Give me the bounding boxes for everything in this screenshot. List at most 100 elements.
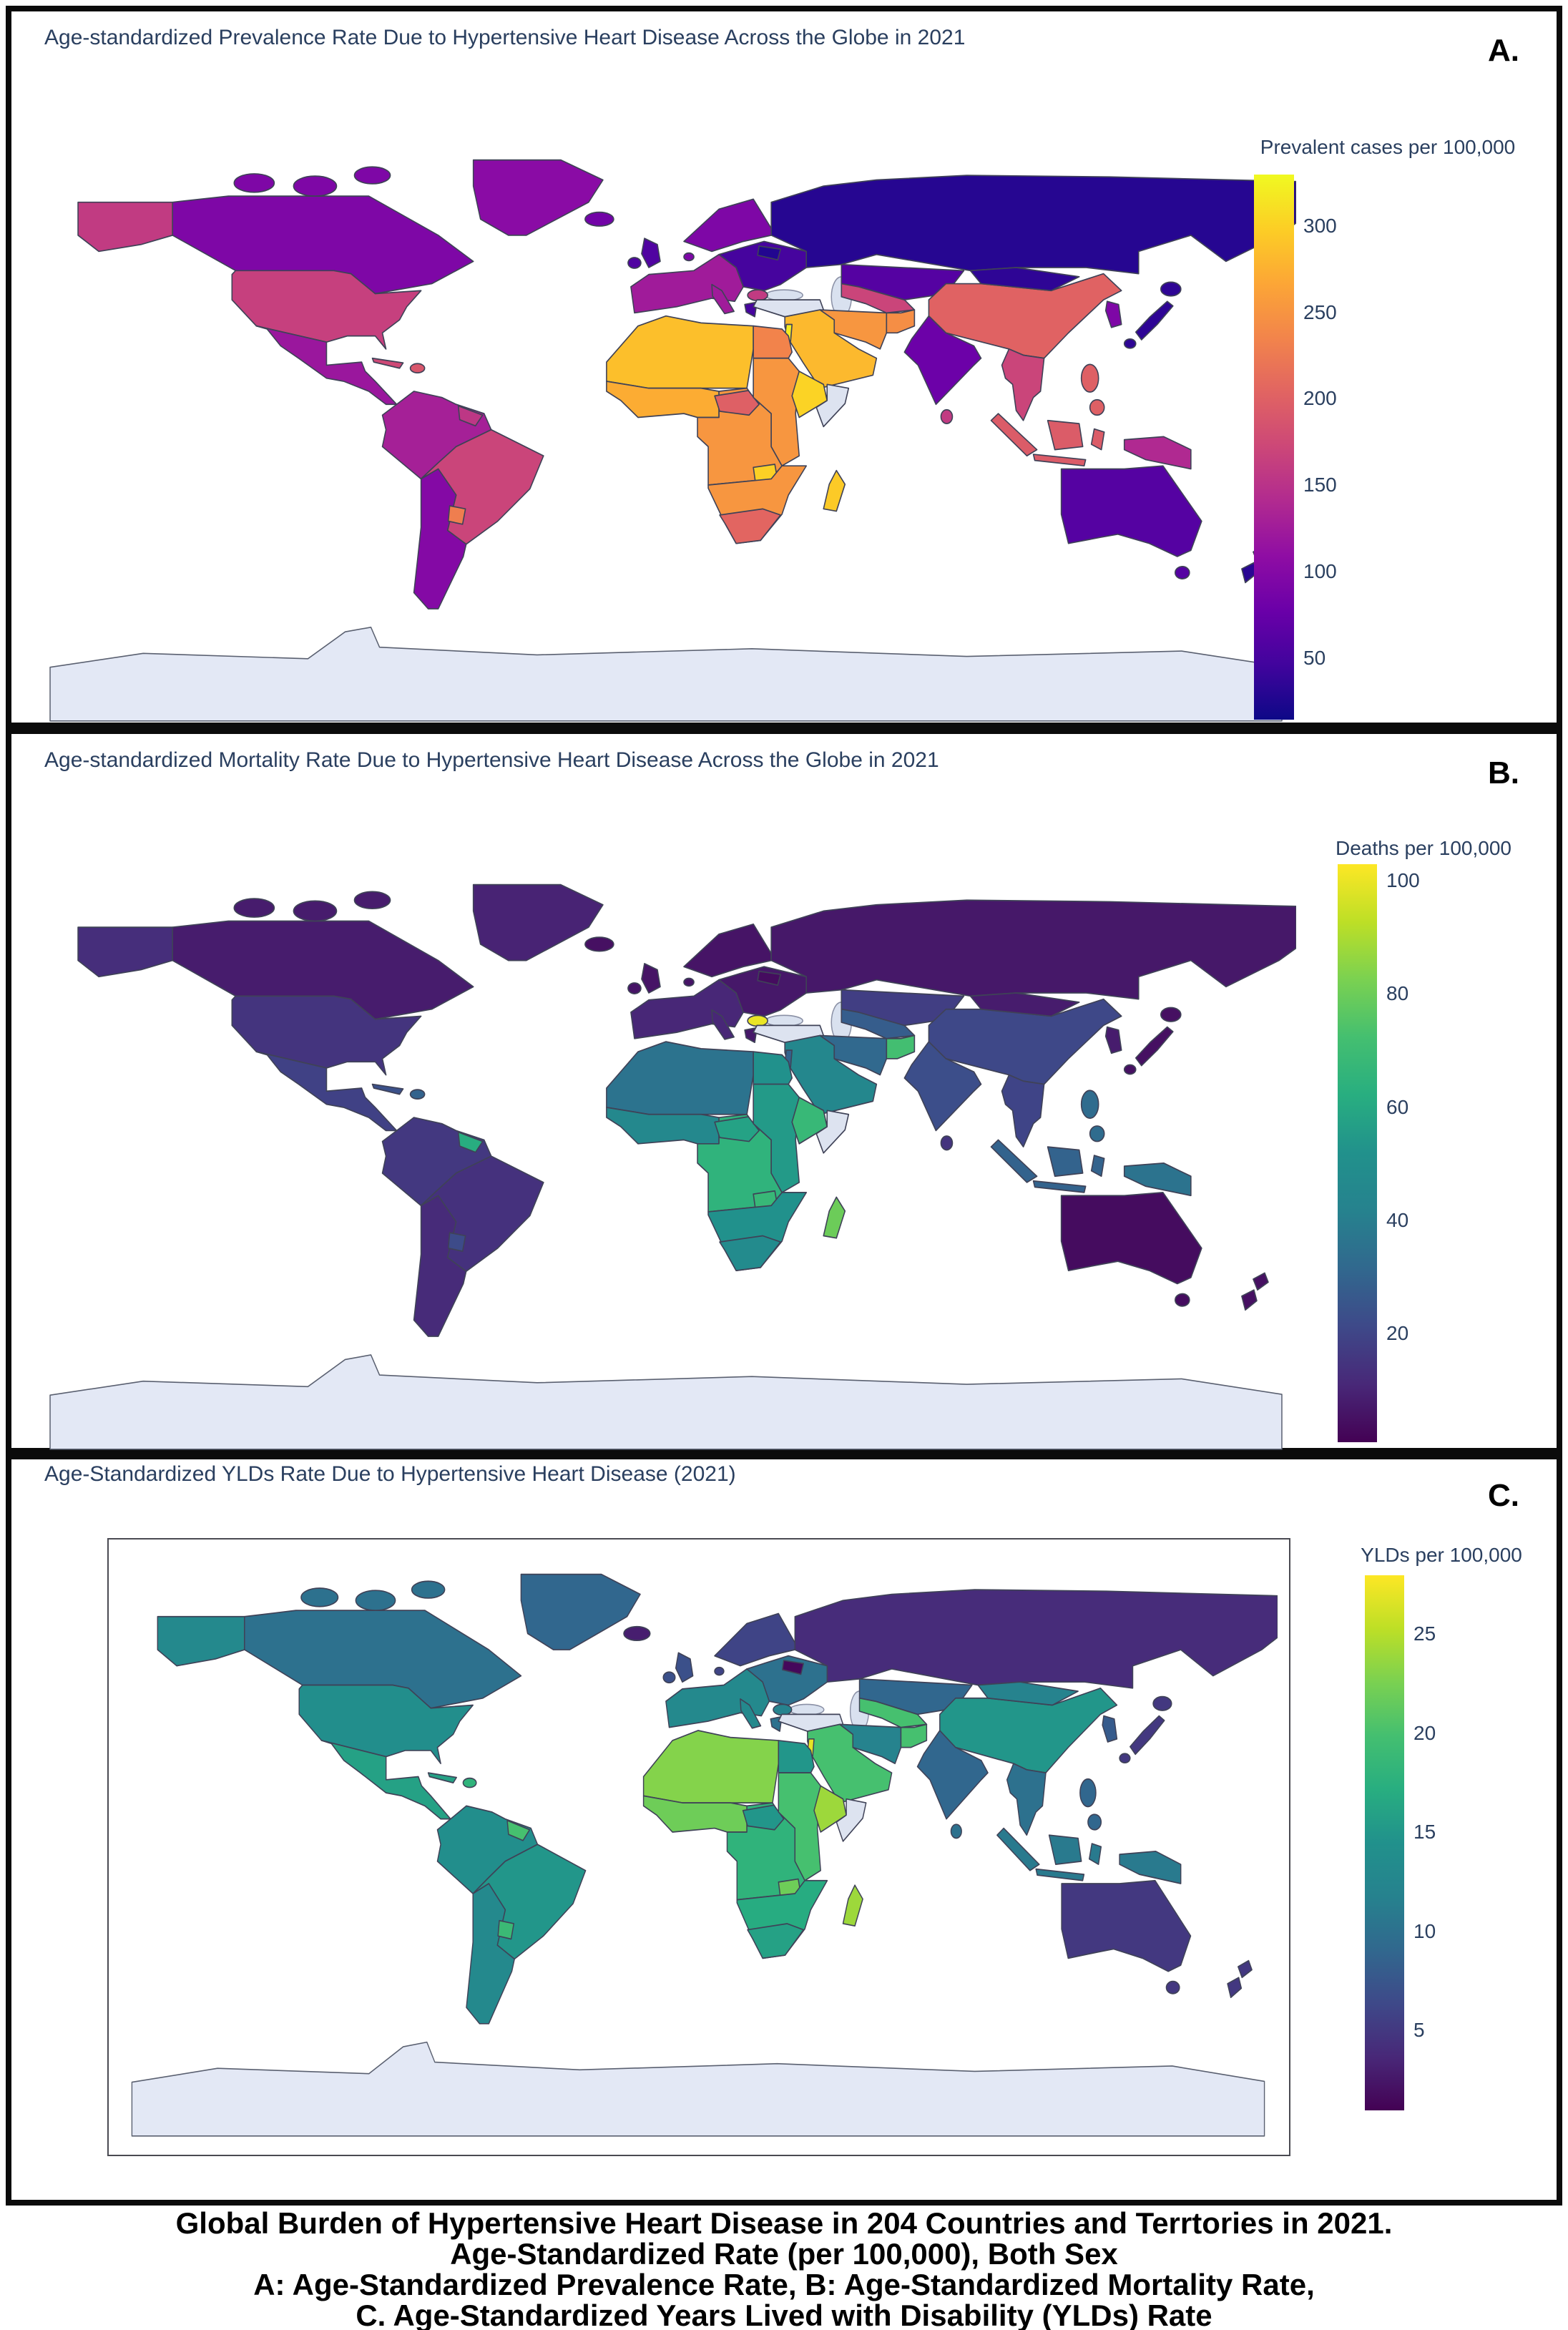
region-indonesia [1047, 1146, 1084, 1178]
region-west_europe [740, 1698, 762, 1729]
region-australia [1175, 1293, 1190, 1307]
colorbar-c [1365, 1575, 1404, 2110]
region-central_asia [841, 283, 916, 314]
region-cuba [371, 1083, 404, 1095]
region-usa [231, 995, 422, 1076]
region-central_asia [841, 1008, 916, 1039]
region-philippines [1087, 1813, 1102, 1831]
region-canada [353, 891, 391, 910]
region-indonesia [996, 1827, 1040, 1871]
colorbar-b [1338, 864, 1377, 1442]
colorbar-tick-c-5: 5 [1413, 2019, 1425, 2042]
region-png [1119, 1850, 1182, 1884]
region-north_africa [606, 315, 754, 389]
region-guyana [457, 1131, 484, 1153]
colorbar-tick-c-25: 25 [1413, 1622, 1436, 1645]
region-png [1123, 436, 1192, 470]
region-japan [1130, 1715, 1165, 1756]
region-mongolia [977, 1681, 1079, 1706]
region-indonesia [990, 1139, 1038, 1183]
region-australia [1165, 1980, 1180, 1994]
region-russia [770, 899, 1296, 1000]
region-new_zealand [1238, 1959, 1253, 1979]
region-indonesia [1032, 454, 1087, 467]
colorbar-tick-c-10: 10 [1413, 1919, 1436, 1942]
region-central_asia [858, 1697, 928, 1728]
region-east_africa [753, 1083, 800, 1193]
region-sa_south [413, 468, 467, 610]
region-iceland [623, 1625, 651, 1641]
region-scandinavia [683, 977, 695, 987]
colorbar-tick-a-100: 100 [1303, 560, 1337, 583]
region-uk [662, 1671, 676, 1684]
colorbar-tick-a-250: 250 [1303, 300, 1337, 323]
region-afghanistan [886, 1034, 916, 1059]
region-indonesia [1048, 1834, 1082, 1865]
region-hispaniola [409, 1089, 426, 1100]
region-east_africa [778, 1772, 821, 1881]
region-afghanistan [886, 309, 916, 334]
region-somalia [836, 1798, 867, 1842]
region-greenland [472, 883, 604, 961]
region-mexico [255, 325, 398, 406]
region-canada [293, 175, 338, 197]
region-japan [1152, 1695, 1172, 1711]
region-uk [627, 257, 642, 269]
region-uk [641, 238, 661, 268]
region-new_zealand [1227, 1977, 1243, 1999]
colorbar-tick-a-200: 200 [1303, 387, 1337, 410]
region-greenland [472, 159, 604, 236]
region-philippines [1079, 1778, 1097, 1808]
legend-c-title: YLDs per 100,000 [1361, 1544, 1522, 1566]
region-uk [675, 1652, 694, 1683]
region-se_asia [1001, 348, 1045, 421]
region-japan [1119, 1753, 1131, 1764]
region-australia [1060, 1192, 1202, 1285]
region-indonesia [1035, 1868, 1085, 1881]
region-ethiopia [791, 371, 828, 418]
panel-a-letter: A. [1488, 33, 1519, 68]
region-alaska [77, 201, 174, 253]
region-usa [298, 1684, 474, 1765]
region-south_africa [747, 1923, 805, 1959]
region-somalia [815, 1110, 850, 1154]
region-greenland [520, 1573, 641, 1650]
region-sa_south [466, 1883, 515, 2025]
figure-caption: Global Burden of Hypertensive Heart Dise… [0, 2208, 1568, 2330]
region-car [714, 1116, 760, 1142]
region-philippines [1089, 1125, 1105, 1142]
region-east_africa [753, 357, 800, 467]
caption-line-1: Global Burden of Hypertensive Heart Dise… [175, 2206, 1393, 2240]
region-west_europe [711, 1009, 735, 1040]
region-uk [641, 963, 661, 994]
region-canada [353, 166, 391, 185]
region-afghanistan [900, 1723, 928, 1748]
region-iceland [584, 211, 614, 227]
region-north_africa [606, 1041, 754, 1115]
black-sea [765, 1014, 803, 1027]
region-east_europe [718, 240, 808, 292]
region-bulgaria [773, 1703, 793, 1716]
colorbar-tick-b-40: 40 [1386, 1209, 1409, 1232]
region-korea [1104, 1026, 1122, 1054]
region-indonesia [1032, 1180, 1087, 1193]
region-ethiopia [791, 1097, 828, 1145]
region-png [1123, 1162, 1192, 1197]
region-japan [1123, 1064, 1137, 1075]
panel-c-letter: C. [1488, 1478, 1519, 1513]
region-indonesia [1089, 1843, 1102, 1865]
region-japan [1135, 1026, 1174, 1067]
colorbar-a [1254, 175, 1294, 720]
region-car [714, 390, 760, 416]
region-scandinavia [714, 1666, 725, 1676]
colorbar-tick-b-100: 100 [1386, 868, 1420, 891]
region-ethiopia [813, 1785, 847, 1833]
region-mexico [320, 1740, 451, 1820]
region-hispaniola [462, 1777, 477, 1788]
region-canada [233, 898, 275, 918]
region-alaska [77, 926, 174, 978]
colorbar-tick-b-80: 80 [1386, 982, 1409, 1005]
region-japan [1123, 338, 1137, 349]
black-sea [789, 1703, 825, 1716]
region-canada [172, 195, 474, 295]
